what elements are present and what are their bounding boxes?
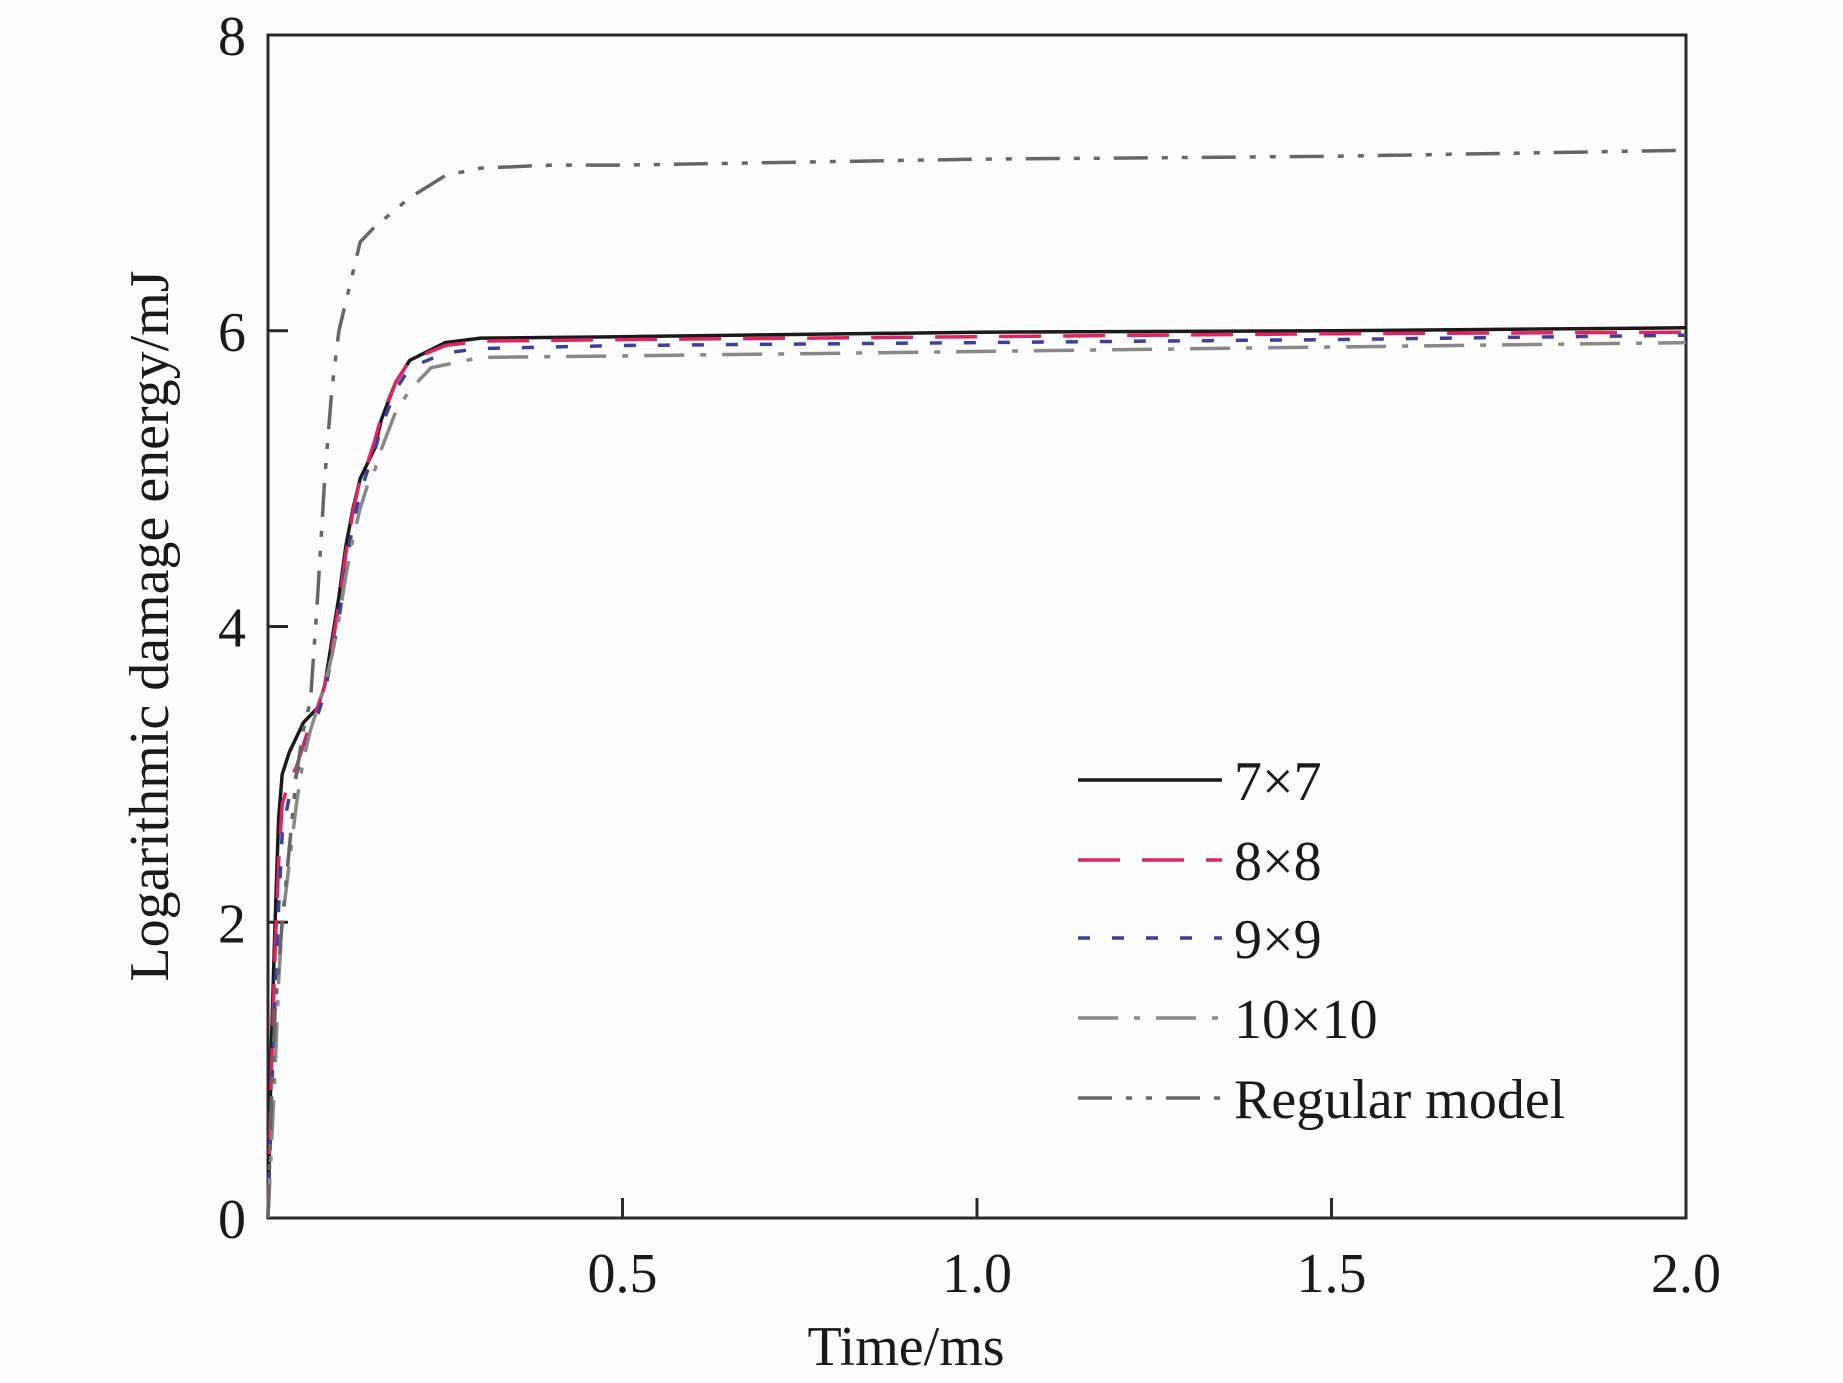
legend: 7×7 8×8 9×9 10×10 Regular model bbox=[1078, 751, 1565, 1131]
y-axis: 0 2 4 6 8 bbox=[218, 6, 288, 1251]
legend-label: 7×7 bbox=[1234, 751, 1322, 813]
x-tick-label: 2.0 bbox=[1651, 1243, 1721, 1305]
legend-label: 9×9 bbox=[1234, 909, 1322, 971]
x-tick-label: 1.5 bbox=[1297, 1243, 1367, 1305]
legend-label: 10×10 bbox=[1234, 989, 1378, 1051]
y-tick-label: 4 bbox=[218, 598, 246, 660]
series-lines bbox=[266, 148, 1687, 1219]
series-line-4 bbox=[266, 148, 1687, 1219]
y-tick-label: 6 bbox=[218, 302, 246, 364]
x-axis-title: Time/ms bbox=[807, 1316, 1004, 1378]
y-axis-title: Logarithmic damage energy/mJ bbox=[119, 270, 181, 981]
x-tick-label: 0.5 bbox=[588, 1243, 658, 1305]
series-line-0 bbox=[266, 326, 1687, 1219]
y-tick-label: 8 bbox=[218, 6, 246, 68]
x-tick-label: 1.0 bbox=[942, 1243, 1012, 1305]
plot-frame bbox=[266, 33, 1688, 1220]
legend-label: Regular model bbox=[1234, 1069, 1565, 1131]
legend-label: 8×8 bbox=[1234, 831, 1322, 893]
y-tick-label: 0 bbox=[218, 1189, 246, 1251]
x-axis: 0.5 1.0 1.5 2.0 bbox=[588, 1198, 1721, 1305]
series-line-1 bbox=[266, 330, 1687, 1219]
y-tick-label: 2 bbox=[218, 893, 246, 955]
